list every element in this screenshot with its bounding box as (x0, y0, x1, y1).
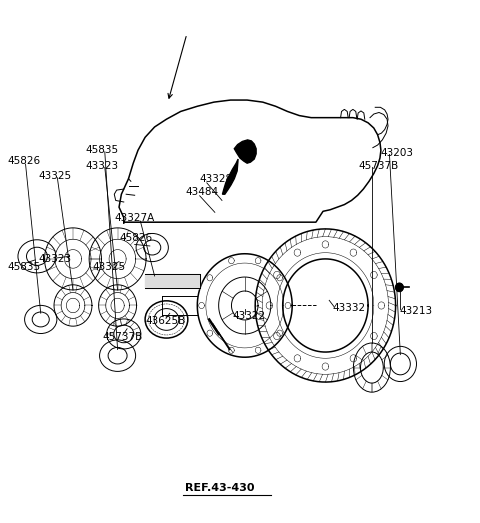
Text: 43203: 43203 (380, 148, 413, 158)
Text: 45737B: 45737B (102, 332, 143, 342)
Text: 43325: 43325 (93, 262, 126, 271)
Text: 43323: 43323 (38, 254, 72, 264)
Text: 43625B: 43625B (145, 316, 185, 326)
Text: REF.43-430: REF.43-430 (185, 483, 255, 493)
Text: 45826: 45826 (119, 233, 152, 243)
Polygon shape (396, 283, 403, 291)
Text: 43325: 43325 (38, 171, 72, 181)
Polygon shape (234, 140, 256, 163)
Text: 43332: 43332 (333, 303, 366, 313)
Text: 43213: 43213 (399, 305, 432, 316)
Text: 43323: 43323 (86, 161, 119, 171)
Text: 45835: 45835 (8, 262, 41, 271)
Text: 45737B: 45737B (359, 161, 399, 171)
Text: 43322: 43322 (233, 311, 266, 321)
Polygon shape (222, 159, 238, 194)
Text: 45835: 45835 (86, 145, 119, 155)
Text: 43328: 43328 (200, 174, 233, 184)
Text: 45826: 45826 (8, 156, 41, 166)
Text: 43327A: 43327A (114, 212, 155, 222)
Text: 43484: 43484 (185, 187, 218, 197)
